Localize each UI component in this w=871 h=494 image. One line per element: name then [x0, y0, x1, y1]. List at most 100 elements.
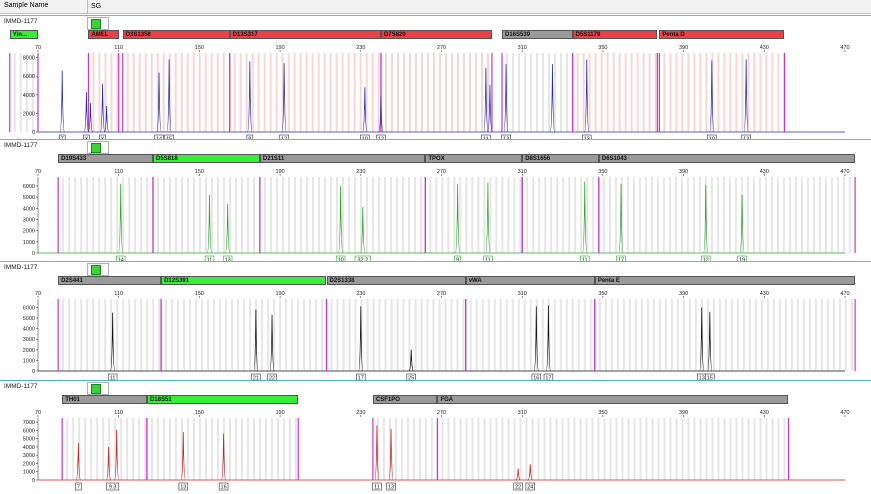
marker-d16s539[interactable]: D16S539 — [502, 30, 573, 39]
marker-amel[interactable]: AMEL — [88, 30, 119, 39]
peak[interactable] — [503, 64, 509, 133]
peak[interactable] — [247, 61, 253, 133]
peak[interactable] — [707, 311, 713, 372]
peak[interactable] — [408, 349, 414, 372]
marker-d7s820[interactable]: D7S820 — [380, 30, 492, 39]
peak[interactable] — [549, 64, 556, 133]
bin-stripe — [730, 299, 733, 371]
allele-call[interactable]: 13 — [178, 482, 188, 491]
peak[interactable] — [582, 181, 588, 254]
marker-d5s818[interactable]: D5S818 — [152, 154, 260, 163]
peak[interactable] — [709, 60, 715, 133]
bin-stripe — [441, 418, 444, 480]
marker-d19s433[interactable]: D19S433 — [58, 154, 153, 163]
marker-d2s1338[interactable]: D2S1338 — [326, 276, 466, 285]
peak[interactable] — [584, 59, 590, 133]
peak[interactable] — [206, 194, 213, 254]
peak[interactable] — [269, 314, 275, 372]
peak[interactable] — [362, 87, 368, 133]
marker-d6s1043[interactable]: D6S1043 — [598, 154, 856, 163]
y-tick-label: 4000 — [23, 206, 35, 212]
peak[interactable] — [59, 70, 65, 133]
marker-tpox[interactable]: TPOX — [425, 154, 523, 163]
peak[interactable] — [743, 59, 749, 133]
marker-d13s317[interactable]: D13S317 — [229, 30, 381, 39]
peak[interactable] — [106, 446, 112, 481]
peak[interactable] — [739, 194, 745, 254]
marker-d18s51[interactable]: D18S51 — [146, 395, 299, 404]
peak[interactable] — [114, 429, 120, 481]
bin-stripe — [323, 177, 326, 253]
bin-stripe — [390, 53, 393, 132]
bin-stripe — [838, 299, 841, 371]
peak[interactable] — [338, 185, 344, 254]
peak[interactable] — [455, 183, 461, 254]
peak[interactable] — [378, 96, 384, 133]
peak[interactable] — [358, 306, 364, 372]
allele-call[interactable]: 24 — [525, 482, 535, 491]
bin-stripe — [348, 299, 351, 371]
peak[interactable] — [225, 203, 231, 254]
peak[interactable] — [166, 59, 172, 133]
marker-d3s1358[interactable]: D3S1358 — [122, 30, 230, 39]
peak[interactable] — [253, 309, 259, 372]
peak[interactable] — [374, 425, 380, 481]
peak[interactable] — [83, 92, 90, 133]
dye-toggle-button[interactable] — [87, 141, 109, 154]
allele-call[interactable]: 7 — [75, 482, 82, 491]
peak[interactable] — [527, 464, 533, 481]
peak[interactable] — [180, 432, 186, 481]
peak[interactable] — [699, 307, 705, 372]
peak[interactable] — [545, 305, 552, 372]
peak[interactable] — [515, 468, 521, 481]
peak[interactable] — [156, 72, 162, 133]
bin-stripe — [788, 177, 791, 253]
dye-toggle-button[interactable] — [87, 263, 109, 276]
peak[interactable] — [75, 442, 81, 481]
dye-toggle-button[interactable] — [87, 17, 109, 30]
marker-d8s1656[interactable]: D8S1656 — [522, 154, 599, 163]
marker-csf1po[interactable]: CSF1PO — [372, 395, 438, 404]
allele-call[interactable]: 11 — [372, 482, 382, 491]
peak[interactable] — [533, 306, 539, 372]
allele-call[interactable]: 13 — [386, 482, 396, 491]
peak[interactable] — [618, 183, 624, 254]
peak[interactable] — [483, 67, 489, 133]
bin-stripe — [447, 418, 450, 480]
allele-call[interactable]: 16 — [218, 482, 229, 491]
marker-vwa[interactable]: vWA — [465, 276, 595, 285]
dye-toggle-button[interactable] — [87, 382, 109, 395]
peak[interactable] — [487, 84, 493, 133]
y-tick-label: 8000 — [23, 56, 35, 62]
peak[interactable] — [703, 184, 709, 254]
peak[interactable] — [99, 83, 106, 133]
peak[interactable] — [485, 182, 491, 254]
peak[interactable] — [388, 428, 394, 481]
marker-d12s391[interactable]: D12S391 — [161, 276, 327, 285]
marker-d21s11[interactable]: D21S11 — [259, 154, 426, 163]
peak[interactable] — [87, 103, 94, 133]
marker-d2s441[interactable]: D2S441 — [58, 276, 162, 285]
peak[interactable] — [360, 207, 366, 254]
marker-penta-e[interactable]: Penta E — [594, 276, 856, 285]
peak[interactable] — [118, 183, 124, 254]
allele-call[interactable]: 9.3 — [106, 482, 120, 491]
x-tick-label: 70 — [35, 410, 41, 416]
bin-stripe — [758, 177, 761, 253]
marker-d5s1179[interactable]: D5S1179 — [572, 30, 658, 39]
bin-stripe — [824, 177, 827, 253]
peak[interactable] — [281, 63, 287, 133]
bin-stripe — [189, 299, 192, 371]
marker-fga[interactable]: FGA — [437, 395, 789, 404]
peak[interactable] — [221, 433, 227, 481]
marker-yin-[interactable]: Yin... — [9, 30, 38, 39]
allele-call[interactable]: 22 — [513, 482, 523, 491]
electropherogram-panel-green: IMMD-1177 D19S433 D5S818 D21S11 TPOX D8S1656 D… — [0, 139, 871, 264]
bin-stripe — [501, 177, 504, 253]
peak[interactable] — [103, 105, 110, 133]
bin-stripe — [102, 418, 105, 480]
peak[interactable] — [110, 312, 116, 372]
marker-th01[interactable]: TH01 — [62, 395, 147, 404]
bin-stripe — [258, 418, 261, 480]
marker-penta-d[interactable]: Penta D — [659, 30, 785, 39]
